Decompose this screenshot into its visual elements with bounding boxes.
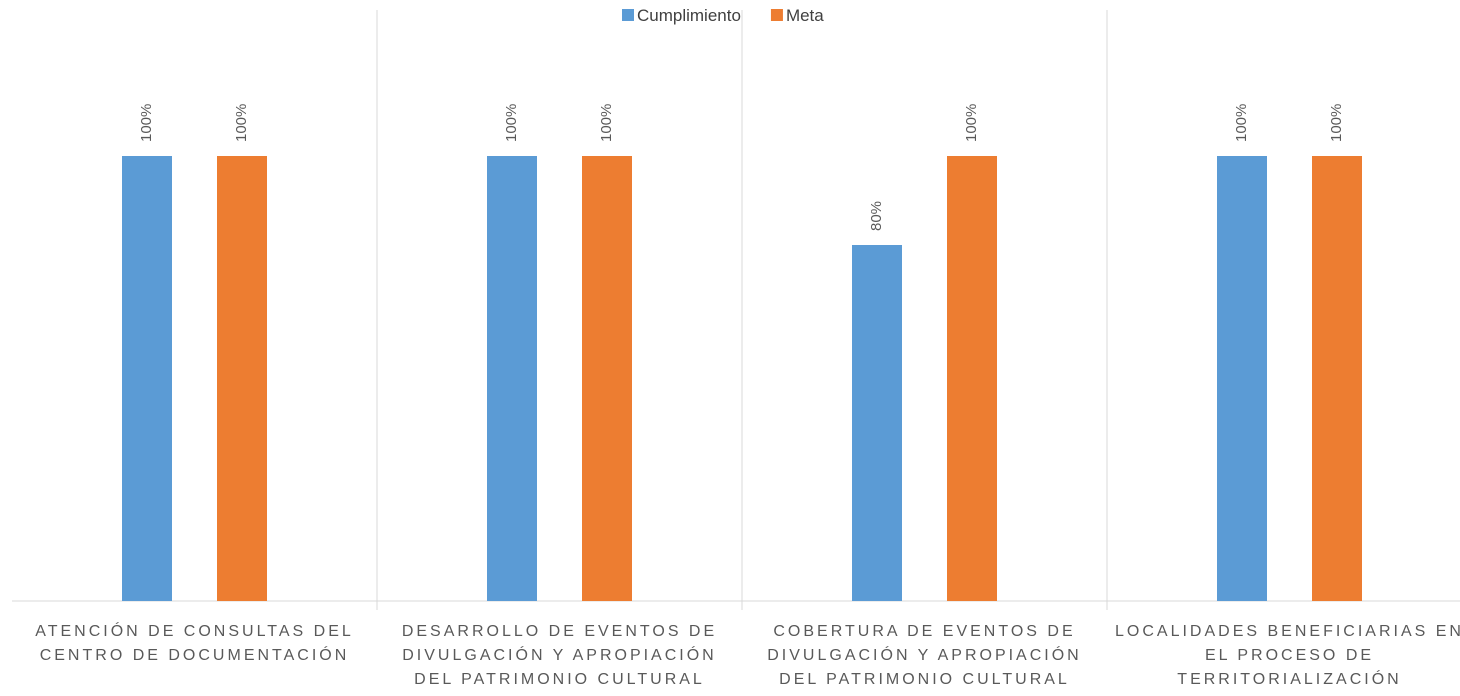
data-label: 100%	[1328, 104, 1345, 142]
x-tick-label: LOCALIDADES BENEFICIARIAS EN EL PROCESO …	[1115, 623, 1460, 688]
legend-label: Cumplimiento	[637, 6, 741, 25]
x-tick-label: COBERTURA DE EVENTOS DE DIVULGACIÓN Y AP…	[767, 623, 1082, 688]
data-label: 100%	[233, 104, 250, 142]
legend: Cumplimiento Meta	[622, 6, 824, 25]
bar	[122, 156, 172, 601]
data-label: 100%	[1233, 104, 1250, 142]
data-label: 80%	[868, 201, 885, 231]
bar	[217, 156, 267, 601]
data-label: 100%	[138, 104, 155, 142]
legend-swatch	[770, 9, 783, 21]
x-tick-label: ATENCIÓN DE CONSULTAS DEL CENTRO DE DOCU…	[35, 623, 354, 664]
bar	[947, 156, 997, 601]
bar	[1217, 156, 1267, 601]
bar	[582, 156, 632, 601]
legend-label: Meta	[786, 6, 824, 25]
data-label: 100%	[598, 104, 615, 142]
bar	[852, 245, 902, 601]
data-label: 100%	[963, 104, 980, 142]
x-tick-label: DESARROLLO DE EVENTOS DE DIVULGACIÓN Y A…	[401, 623, 718, 688]
data-label: 100%	[503, 104, 520, 142]
bar	[487, 156, 537, 601]
bar	[1312, 156, 1362, 601]
legend-swatch	[622, 9, 634, 21]
